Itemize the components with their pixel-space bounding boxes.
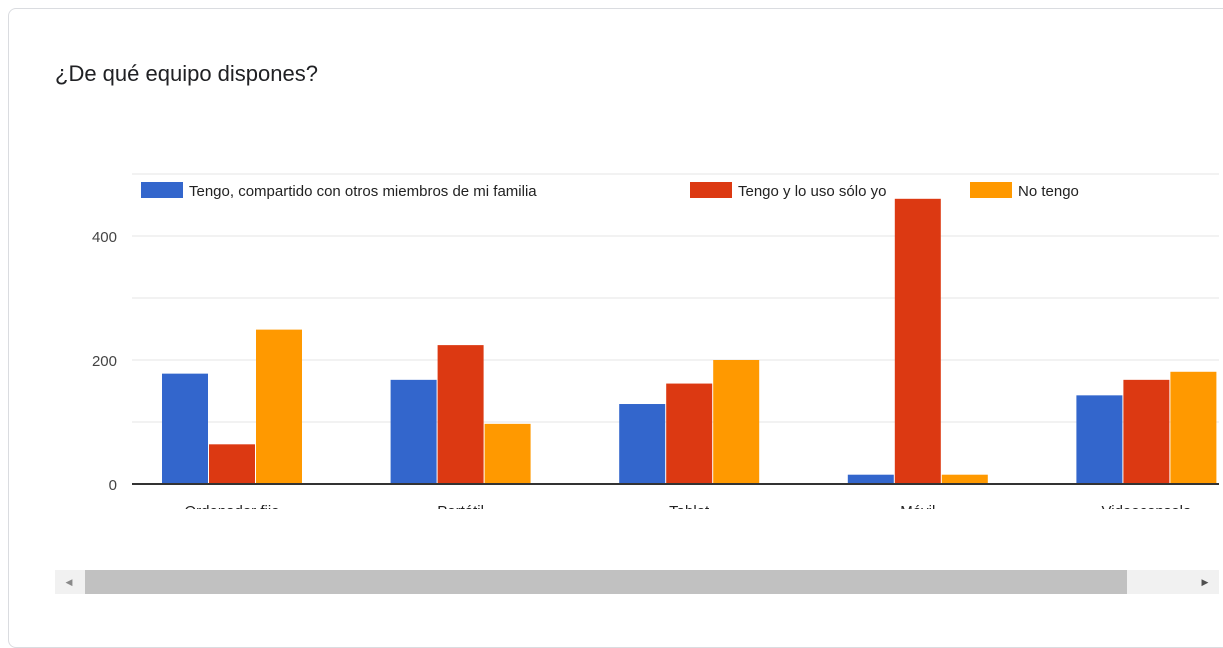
bar	[1076, 395, 1123, 484]
scroll-left-arrow-icon[interactable]: ◀	[65, 577, 73, 587]
x-category-label: Ordenador fijo	[184, 503, 279, 509]
bar	[256, 329, 302, 484]
bar	[1170, 371, 1217, 484]
bar	[390, 379, 437, 484]
x-category-label: Móvil	[900, 503, 935, 509]
bar	[894, 198, 941, 485]
bar	[484, 423, 531, 484]
bar	[847, 474, 894, 484]
horizontal-scrollbar[interactable]: ◀ ▶	[55, 570, 1219, 594]
scroll-right-arrow-icon[interactable]: ▶	[1201, 577, 1209, 587]
x-category-label: Videoconsola	[1102, 503, 1192, 509]
chart-card: ¿De qué equipo dispones? 0 200 400 Ordenado…	[8, 8, 1223, 648]
bar	[941, 474, 988, 484]
legend-swatch	[141, 182, 183, 198]
bar	[1123, 379, 1170, 484]
bar-chart: 0 200 400 Ordenador fijo Portátil Tablet Móvil…	[92, 173, 1219, 509]
chart-title: ¿De qué equipo dispones?	[55, 61, 318, 86]
legend-label: No tengo	[1018, 183, 1079, 200]
x-category-label: Portátil	[437, 503, 484, 509]
x-category-label: Tablet	[669, 503, 710, 509]
bar	[162, 373, 208, 484]
legend-label: Tengo, compartido con otros miembros de …	[189, 183, 537, 200]
y-tick-label: 0	[109, 477, 117, 494]
legend-swatch	[690, 182, 732, 198]
bar	[619, 404, 666, 484]
bar	[666, 383, 713, 484]
legend-swatch	[970, 182, 1012, 198]
chart-viewport: 0 200 400 Ordenador fijo Portátil Tablet Móvil…	[9, 159, 1219, 509]
y-tick-label: 200	[92, 353, 117, 370]
scrollbar-thumb[interactable]	[85, 570, 1127, 594]
y-tick-label: 400	[92, 229, 117, 246]
legend-label: Tengo y lo uso sólo yo	[738, 183, 886, 200]
bar	[209, 444, 255, 484]
bar	[437, 345, 484, 484]
bar	[713, 360, 760, 484]
